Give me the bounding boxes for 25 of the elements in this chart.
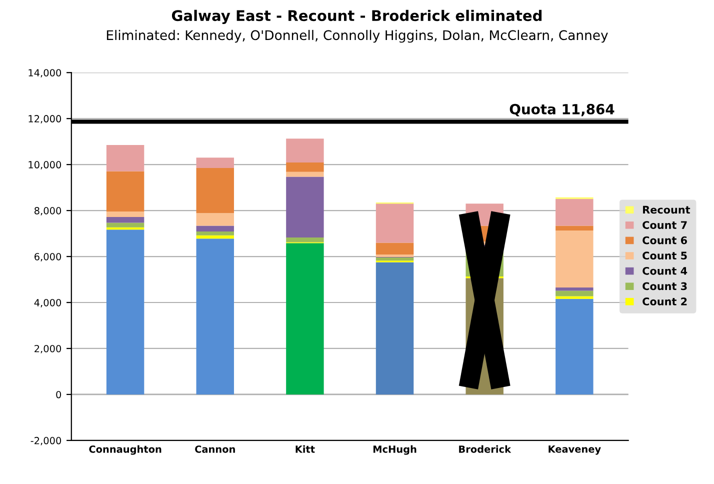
x-tick-label: Broderick xyxy=(459,445,512,453)
y-tick-label: 10,000 xyxy=(28,161,62,170)
legend-label: Count 5 xyxy=(642,252,687,260)
x-tick-label: Connaughton xyxy=(89,445,162,455)
x-tick-label: Cannon xyxy=(195,445,235,453)
legend-label: Count 4 xyxy=(642,266,688,275)
legend-label: Count 3 xyxy=(642,282,687,290)
y-tick-label: -2,000 xyxy=(30,436,62,446)
y-tick-label: 4,000 xyxy=(34,298,62,308)
x-tick-label: McHugh xyxy=(373,445,416,455)
legend-label: Count 7 xyxy=(642,221,687,229)
x-tick-label: Kitt xyxy=(296,445,315,453)
legend-label: Recount xyxy=(643,206,690,214)
y-tick-label: 14,000 xyxy=(28,69,62,78)
y-tick-label: 12,000 xyxy=(28,115,62,124)
legend-label: Count 6 xyxy=(642,236,687,244)
y-tick-label: 2,000 xyxy=(34,344,62,354)
chart-subtitle: Eliminated: Kennedy, O'Donnell, Connolly Higgins, Dolan, McClearn, Canney xyxy=(106,30,608,43)
ref-line-label: Quota 11,864 xyxy=(510,104,614,116)
legend-label: Count 2 xyxy=(642,298,687,306)
x-tick-label: Keaveney xyxy=(548,446,601,455)
chart-title: Galway East - Recount - Broderick eliminated xyxy=(172,10,542,24)
y-tick-label: 0 xyxy=(56,390,62,398)
y-tick-label: 8,000 xyxy=(34,207,62,216)
y-tick-label: 6,000 xyxy=(34,253,62,262)
